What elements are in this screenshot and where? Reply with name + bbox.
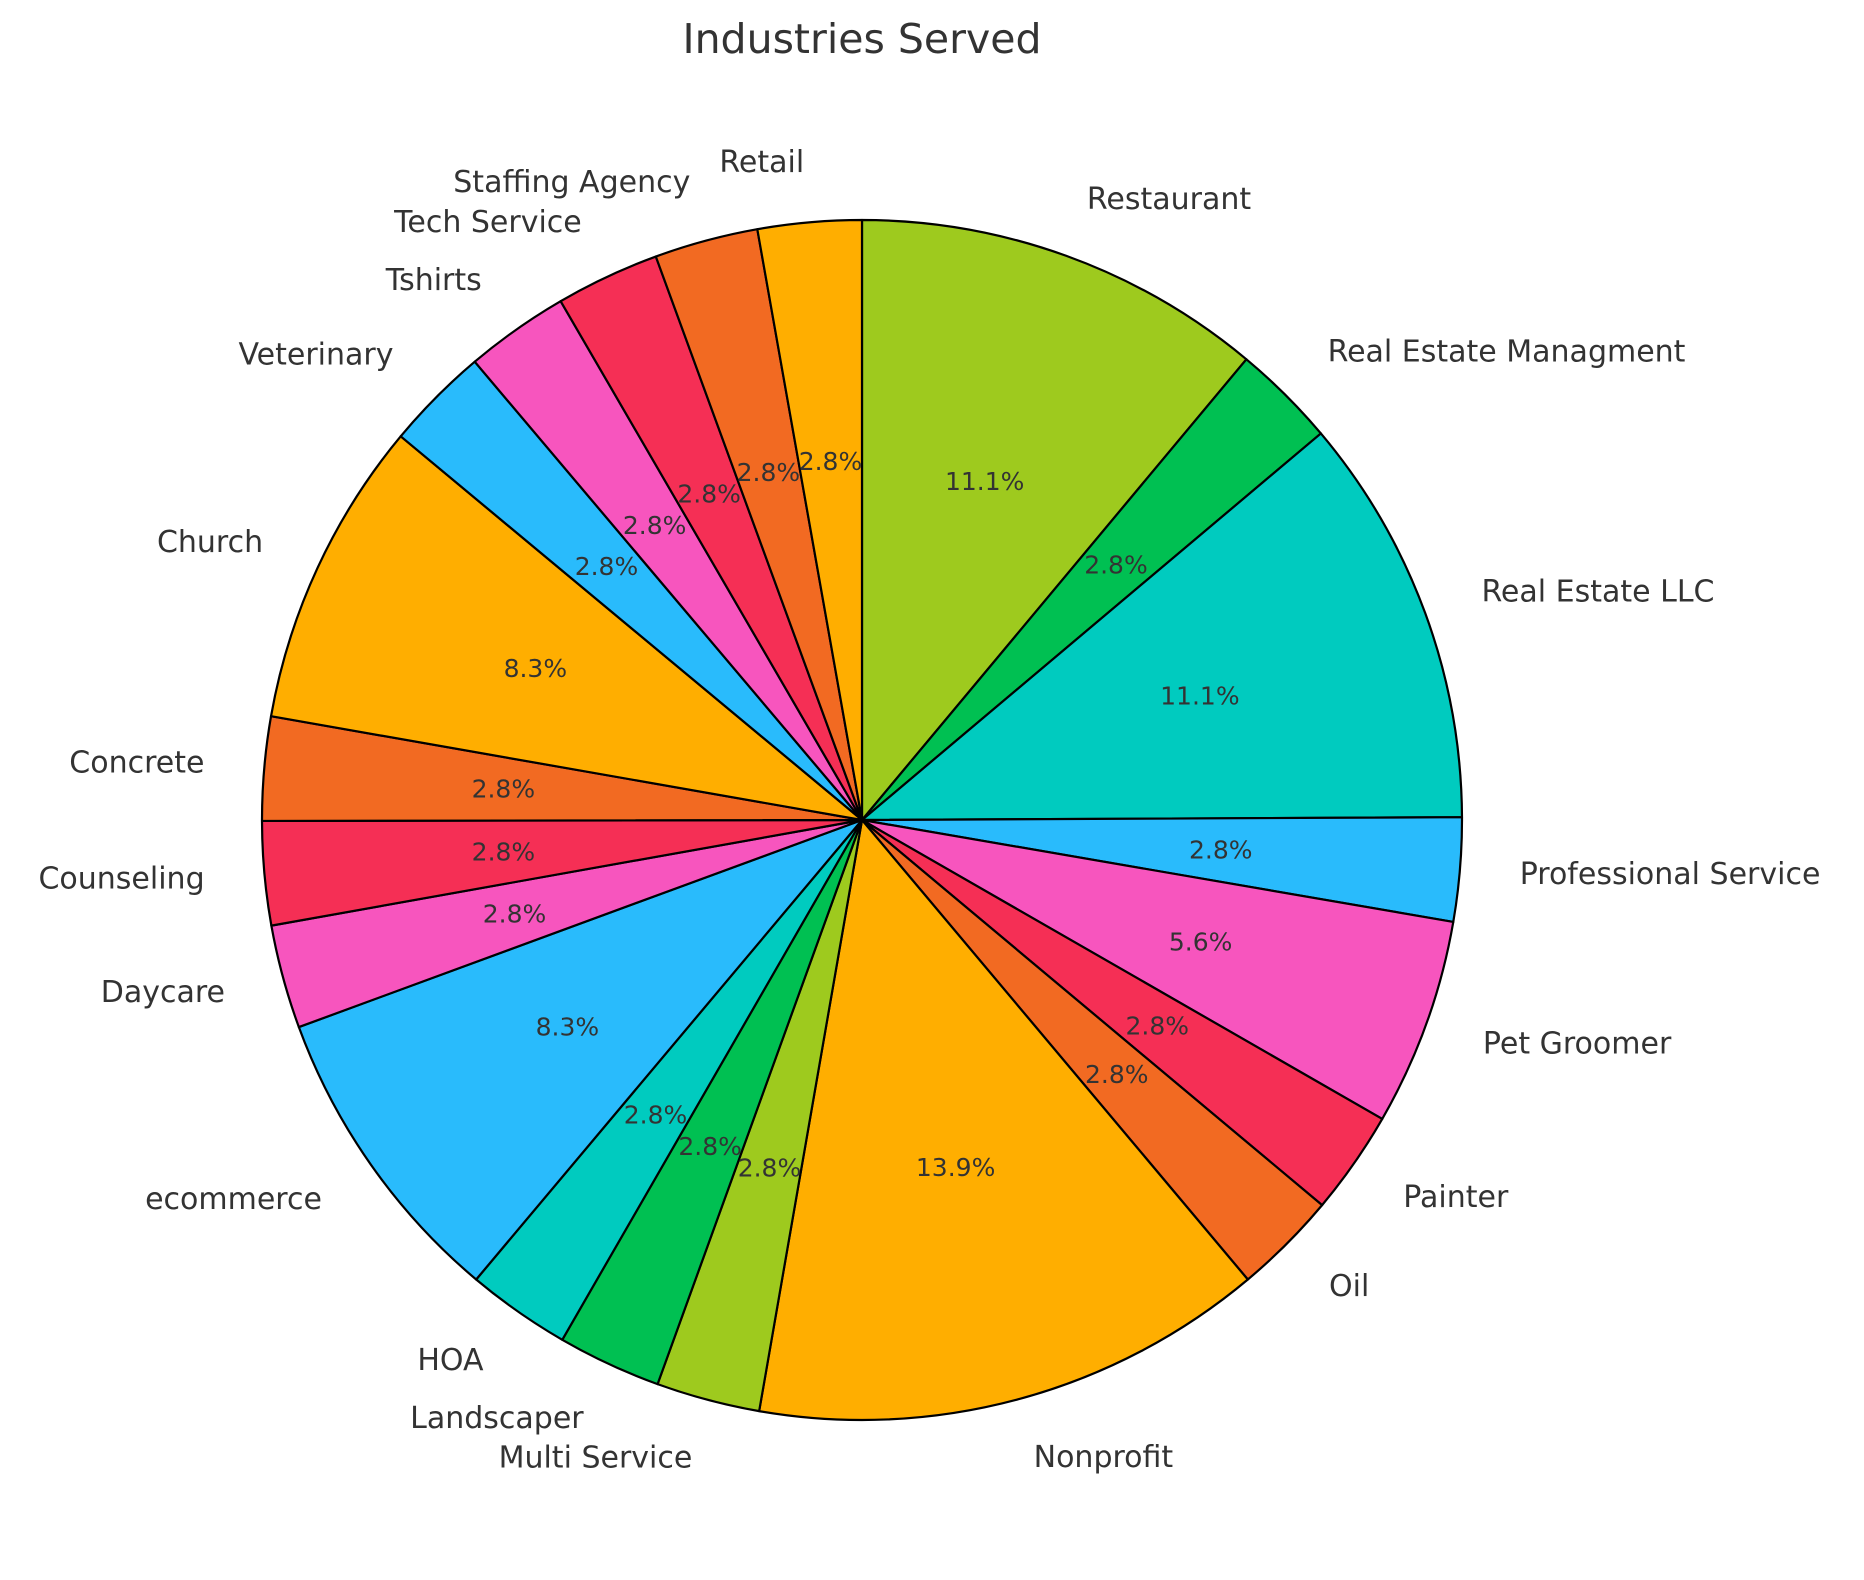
category-label-oil: Oil xyxy=(1329,1269,1369,1304)
category-label-pet-groomer: Pet Groomer xyxy=(1483,1026,1672,1061)
percent-label-multi-service: 2.8% xyxy=(738,1153,802,1182)
pie-slice-retail xyxy=(756,218,864,822)
pie-slice-ecommerce xyxy=(297,818,864,1281)
category-label-painter: Painter xyxy=(1403,1180,1509,1215)
category-label-multi-service: Multi Service xyxy=(499,1440,693,1475)
pie-slices-group xyxy=(260,218,1464,1422)
category-label-professional-service: Professional Service xyxy=(1520,857,1821,892)
percent-label-ecommerce: 8.3% xyxy=(536,1012,600,1041)
chart-title: Industries Served xyxy=(682,15,1041,63)
category-label-counseling: Counseling xyxy=(38,861,204,896)
percent-label-real-estate-managment: 2.8% xyxy=(1084,550,1148,579)
percent-label-church: 8.3% xyxy=(504,654,568,683)
category-label-tech-service: Tech Service xyxy=(393,205,582,240)
percent-label-landscaper: 2.8% xyxy=(678,1132,742,1161)
percent-label-oil: 2.8% xyxy=(1085,1060,1149,1089)
category-label-hoa: HOA xyxy=(417,1343,484,1378)
category-label-landscaper: Landscaper xyxy=(410,1401,584,1436)
percent-label-nonprofit: 13.9% xyxy=(916,1153,995,1182)
percent-label-retail: 2.8% xyxy=(799,447,863,476)
percent-label-real-estate-llc: 11.1% xyxy=(1160,681,1239,710)
percent-label-professional-service: 2.8% xyxy=(1189,835,1253,864)
pie-slice-church xyxy=(269,435,864,822)
pie-slice-nonprofit xyxy=(758,818,1249,1422)
category-label-staffing-agency: Staffing Agency xyxy=(453,165,690,200)
category-label-nonprofit: Nonprofit xyxy=(1034,1440,1174,1475)
percent-label-veterinary: 2.8% xyxy=(575,552,639,581)
percent-label-staffing-agency: 2.8% xyxy=(737,458,801,487)
category-label-tshirts: Tshirts xyxy=(385,263,482,298)
percent-labels-group: 11.1%2.8%11.1%2.8%5.6%2.8%2.8%13.9%2.8%2… xyxy=(472,447,1253,1183)
category-label-veterinary: Veterinary xyxy=(238,338,393,373)
percent-label-tech-service: 2.8% xyxy=(677,480,741,509)
percent-label-painter: 2.8% xyxy=(1125,1012,1189,1041)
category-label-daycare: Daycare xyxy=(101,975,225,1010)
percent-label-daycare: 2.8% xyxy=(483,900,547,929)
category-label-real-estate-llc: Real Estate LLC xyxy=(1481,575,1714,610)
percent-label-pet-groomer: 5.6% xyxy=(1169,928,1233,957)
category-label-church: Church xyxy=(157,525,263,560)
percent-label-concrete: 2.8% xyxy=(472,775,536,804)
category-label-concrete: Concrete xyxy=(69,746,204,781)
pie-slice-pet-groomer xyxy=(860,818,1455,1121)
percent-label-tshirts: 2.8% xyxy=(623,511,687,540)
percent-label-restaurant: 11.1% xyxy=(945,467,1024,496)
category-label-real-estate-managment: Real Estate Managment xyxy=(1328,335,1686,370)
category-labels-group: Restaurant Real Estate Managment Real Esta… xyxy=(38,145,1820,1475)
category-label-retail: Retail xyxy=(719,145,804,180)
percent-label-hoa: 2.8% xyxy=(624,1100,688,1129)
pie-slice-restaurant xyxy=(860,218,1248,822)
category-label-restaurant: Restaurant xyxy=(1087,182,1251,217)
percent-label-counseling: 2.8% xyxy=(472,838,536,867)
category-label-ecommerce: ecommerce xyxy=(145,1182,322,1217)
pie-slice-real-estate-llc xyxy=(860,432,1464,822)
